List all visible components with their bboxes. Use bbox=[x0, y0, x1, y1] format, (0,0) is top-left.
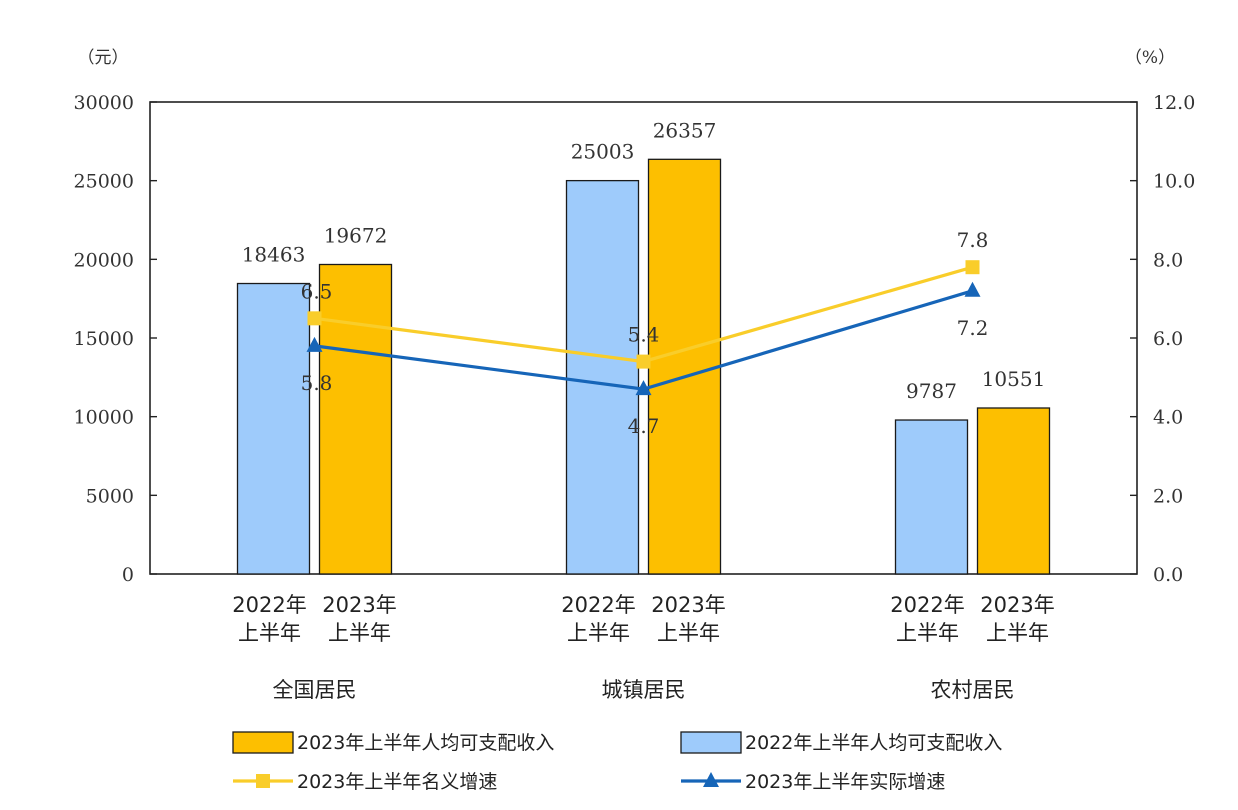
real-point-marker bbox=[635, 380, 652, 396]
right-tick-label: 12.0 bbox=[1153, 92, 1195, 114]
right-tick-label: 4.0 bbox=[1153, 407, 1183, 429]
bar-value-label: 19672 bbox=[324, 223, 388, 247]
nominal-point-marker bbox=[307, 311, 322, 326]
nominal-point-marker bbox=[636, 354, 651, 369]
nominal-point-marker bbox=[965, 260, 980, 275]
x-sub-label: 2023年 bbox=[322, 593, 396, 617]
bar-2022-2 bbox=[894, 419, 969, 575]
bar-value-label: 26357 bbox=[653, 118, 717, 142]
legend-swatch bbox=[680, 731, 742, 754]
legend-label: 2023年上半年人均可支配收入 bbox=[297, 732, 554, 754]
x-sub-label: 上半年 bbox=[986, 621, 1049, 645]
left-tick-label: 15000 bbox=[74, 328, 134, 350]
x-sub-label: 上半年 bbox=[328, 621, 391, 645]
x-sub-label: 上半年 bbox=[657, 621, 720, 645]
left-tick-label: 10000 bbox=[74, 407, 134, 429]
bar-2022-1 bbox=[565, 179, 640, 575]
real-point-marker bbox=[964, 281, 981, 297]
bar-value-label: 18463 bbox=[242, 243, 306, 267]
x-sub-label: 2023年 bbox=[651, 593, 725, 617]
x-sub-label: 2022年 bbox=[232, 593, 306, 617]
x-sub-label: 2022年 bbox=[890, 593, 964, 617]
real-point-marker bbox=[306, 336, 323, 352]
x-sub-label: 上半年 bbox=[238, 621, 301, 645]
category-label: 农村居民 bbox=[931, 678, 1015, 702]
right-tick-label: 6.0 bbox=[1153, 328, 1183, 350]
right-axis-unit: （%） bbox=[1125, 48, 1175, 68]
nominal-growth-label: 5.4 bbox=[628, 323, 660, 347]
right-tick-label: 10.0 bbox=[1153, 171, 1195, 193]
legend-swatch bbox=[232, 731, 294, 754]
left-tick-label: 5000 bbox=[86, 485, 134, 507]
right-tick-label: 0.0 bbox=[1153, 564, 1183, 586]
left-tick-label: 30000 bbox=[74, 92, 134, 114]
legend-square-marker bbox=[256, 774, 270, 788]
right-tick-label: 2.0 bbox=[1153, 485, 1183, 507]
bar-value-label: 10551 bbox=[982, 367, 1046, 391]
bar-2022-0 bbox=[236, 282, 311, 575]
bar-2023-1 bbox=[647, 158, 722, 575]
x-sub-label: 2023年 bbox=[980, 593, 1054, 617]
bar-value-label: 9787 bbox=[906, 379, 957, 403]
bar-value-label: 25003 bbox=[571, 140, 635, 164]
legend-label: 2022年上半年人均可支配收入 bbox=[745, 732, 1002, 754]
legend-triangle-marker bbox=[703, 772, 719, 787]
x-sub-label: 2022年 bbox=[561, 593, 635, 617]
real-growth-label: 4.7 bbox=[628, 414, 660, 438]
left-tick-label: 20000 bbox=[74, 249, 134, 271]
left-tick-label: 0 bbox=[122, 564, 134, 586]
right-tick-label: 8.0 bbox=[1153, 249, 1183, 271]
category-label: 全国居民 bbox=[273, 678, 357, 702]
x-sub-label: 上半年 bbox=[567, 621, 630, 645]
bar-2023-0 bbox=[318, 263, 393, 575]
x-sub-label: 上半年 bbox=[896, 621, 959, 645]
legend-label: 2023年上半年名义增速 bbox=[297, 771, 497, 793]
nominal-growth-label: 7.8 bbox=[957, 228, 989, 252]
left-tick-label: 25000 bbox=[74, 171, 134, 193]
real-growth-label: 5.8 bbox=[301, 371, 333, 395]
nominal-growth-label: 6.5 bbox=[301, 279, 333, 303]
category-label: 城镇居民 bbox=[602, 678, 686, 702]
real-growth-label: 7.2 bbox=[957, 316, 989, 340]
legend-label: 2023年上半年实际增速 bbox=[745, 771, 945, 793]
left-axis-unit: （元） bbox=[78, 48, 129, 68]
nominal-growth-line bbox=[314, 265, 973, 364]
bar-2023-2 bbox=[976, 407, 1051, 575]
